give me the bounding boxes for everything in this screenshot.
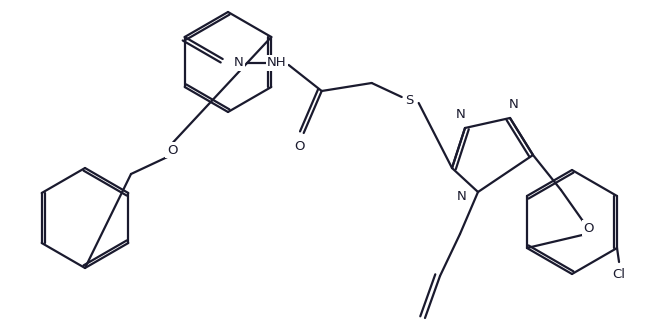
Text: O: O: [294, 141, 305, 154]
Text: O: O: [584, 222, 594, 235]
Text: N: N: [234, 56, 244, 70]
Text: NH: NH: [267, 56, 286, 70]
Text: O: O: [167, 144, 177, 156]
Text: N: N: [456, 109, 466, 122]
Text: N: N: [457, 190, 467, 202]
Text: N: N: [509, 98, 519, 111]
Text: S: S: [406, 95, 414, 108]
Text: Cl: Cl: [612, 268, 625, 281]
